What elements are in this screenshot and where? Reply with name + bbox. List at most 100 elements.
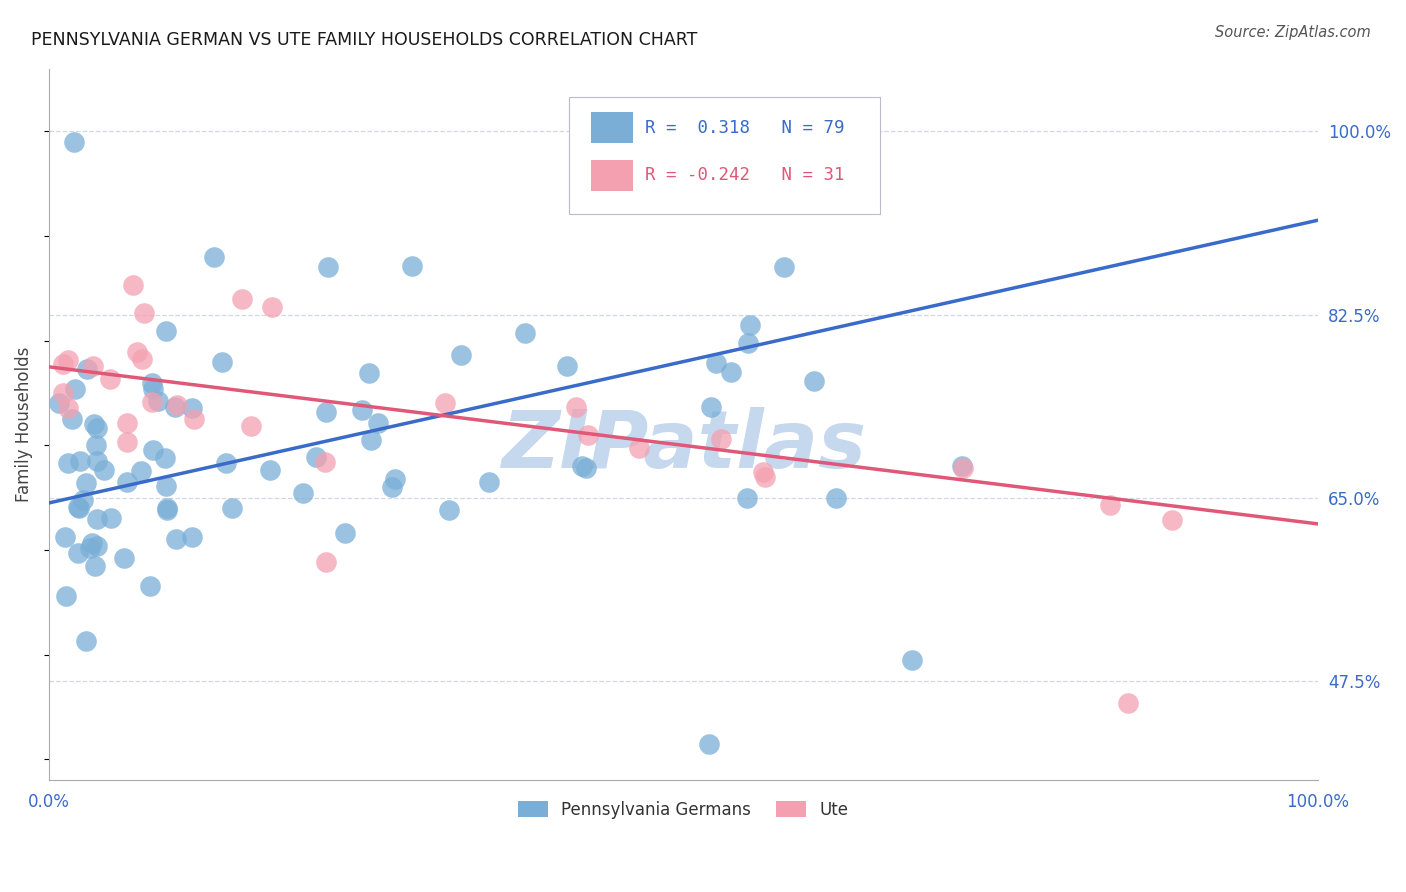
Point <box>115 475 138 490</box>
Point <box>704 356 727 370</box>
Point <box>156 501 179 516</box>
Point <box>53 530 76 544</box>
Point <box>86 511 108 525</box>
Point <box>1098 498 1121 512</box>
Text: R = -0.242   N = 31: R = -0.242 N = 31 <box>645 166 845 185</box>
Point <box>565 401 588 415</box>
Point <box>132 306 155 320</box>
Point <box>131 352 153 367</box>
Point <box>384 472 406 486</box>
Point <box>55 589 77 603</box>
Point <box>315 555 337 569</box>
Point <box>142 442 165 457</box>
FancyBboxPatch shape <box>591 112 633 144</box>
Point <box>69 454 91 468</box>
Point <box>738 318 761 333</box>
Point <box>180 401 202 415</box>
Point <box>155 324 177 338</box>
Point <box>131 464 153 478</box>
Point <box>60 411 83 425</box>
Point <box>700 400 723 414</box>
Point <box>710 432 733 446</box>
Point <box>86 454 108 468</box>
Point <box>82 359 104 374</box>
Point <box>148 393 170 408</box>
Point <box>513 326 536 340</box>
Point <box>69 501 91 516</box>
Point <box>86 438 108 452</box>
Point <box>360 434 382 448</box>
Point <box>576 428 599 442</box>
Point <box>141 376 163 390</box>
Text: PENNSYLVANIA GERMAN VS UTE FAMILY HOUSEHOLDS CORRELATION CHART: PENNSYLVANIA GERMAN VS UTE FAMILY HOUSEH… <box>31 31 697 49</box>
Point <box>115 416 138 430</box>
Point <box>314 455 336 469</box>
Point <box>215 456 238 470</box>
Point <box>58 456 80 470</box>
Point <box>100 510 122 524</box>
Point <box>291 486 314 500</box>
Point <box>202 250 225 264</box>
Point <box>75 633 97 648</box>
Point <box>221 500 243 515</box>
Point <box>67 546 90 560</box>
Point <box>56 401 79 415</box>
Point <box>628 441 651 455</box>
Point <box>735 491 758 505</box>
Point <box>754 470 776 484</box>
Point <box>183 412 205 426</box>
Point <box>181 530 204 544</box>
Point <box>824 491 846 505</box>
Point <box>48 395 70 409</box>
Point <box>772 260 794 274</box>
Point <box>115 435 138 450</box>
Point <box>153 450 176 465</box>
Point <box>163 400 186 414</box>
Point <box>58 353 80 368</box>
Point <box>575 461 598 475</box>
Point <box>697 737 720 751</box>
Point <box>752 465 775 479</box>
Text: Source: ZipAtlas.com: Source: ZipAtlas.com <box>1215 25 1371 40</box>
Point <box>305 450 328 464</box>
Point <box>142 382 165 396</box>
Point <box>66 500 89 515</box>
Text: ZIPatlas: ZIPatlas <box>501 407 866 484</box>
Point <box>166 398 188 412</box>
Legend: Pennsylvania Germans, Ute: Pennsylvania Germans, Ute <box>512 794 855 825</box>
Point <box>478 475 501 489</box>
Point <box>555 359 578 373</box>
Point <box>141 395 163 409</box>
Point <box>112 550 135 565</box>
Point <box>52 357 75 371</box>
Point <box>155 479 177 493</box>
FancyBboxPatch shape <box>569 97 880 214</box>
Point <box>231 292 253 306</box>
Point <box>571 459 593 474</box>
Point <box>84 559 107 574</box>
FancyBboxPatch shape <box>591 160 633 191</box>
Point <box>950 459 973 474</box>
Point <box>437 503 460 517</box>
Point <box>259 463 281 477</box>
Point <box>952 460 974 475</box>
Point <box>72 492 94 507</box>
Point <box>125 345 148 359</box>
Point <box>76 362 98 376</box>
Point <box>260 300 283 314</box>
Point <box>350 403 373 417</box>
Point <box>381 480 404 494</box>
Point <box>156 503 179 517</box>
Point <box>357 366 380 380</box>
Text: R =  0.318   N = 79: R = 0.318 N = 79 <box>645 119 845 136</box>
Point <box>86 539 108 553</box>
Point <box>315 405 337 419</box>
Point <box>1160 512 1182 526</box>
Point <box>86 421 108 435</box>
Point <box>122 277 145 292</box>
Point <box>433 396 456 410</box>
Point <box>240 419 263 434</box>
Point <box>900 653 922 667</box>
Point <box>63 383 86 397</box>
Point <box>367 416 389 430</box>
